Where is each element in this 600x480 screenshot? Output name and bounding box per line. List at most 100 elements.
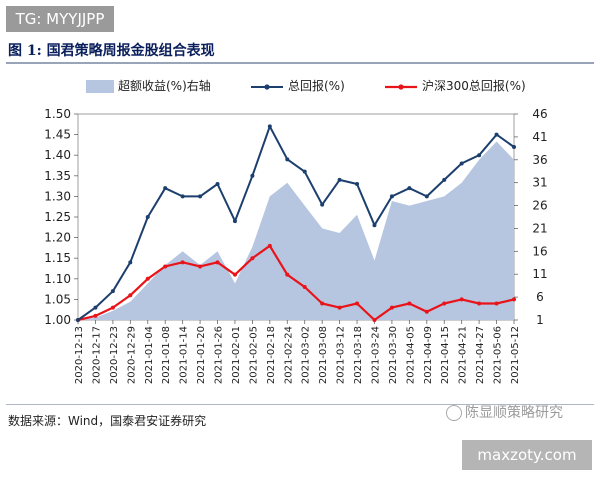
- legend-item-total: 总回报(%): [250, 76, 345, 96]
- series-csi300-point: [285, 272, 290, 277]
- chart-legend: 超额收益(%)右轴 总回报(%) 沪深300总回报(%): [0, 76, 600, 96]
- right-axis-tick-label: 16: [532, 244, 547, 258]
- series-excess-area: [78, 141, 514, 320]
- x-axis-tick-label: 2020-12-23: [109, 326, 120, 384]
- right-axis-tick-label: 41: [532, 130, 547, 144]
- x-axis-tick-label: 2021-03-12: [336, 326, 347, 384]
- legend-item-excess: 超额收益(%)右轴: [86, 76, 211, 96]
- right-axis-tick-label: 31: [532, 176, 547, 190]
- series-total-point: [494, 132, 499, 137]
- series-csi300-point: [494, 301, 499, 306]
- series-csi300-point: [512, 297, 516, 302]
- x-axis-tick-label: 2020-12-29: [126, 326, 137, 384]
- title-divider: [6, 62, 594, 64]
- series-csi300-point: [372, 318, 377, 322]
- x-axis-tick-label: 2021-03-24: [370, 326, 381, 384]
- series-csi300-point: [477, 301, 482, 306]
- legend-label-excess: 超额收益(%)右轴: [118, 79, 211, 93]
- series-total-point: [76, 318, 80, 322]
- x-axis-tick-label: 2021-04-27: [475, 326, 486, 384]
- series-csi300-point: [250, 256, 255, 261]
- series-total-point: [459, 161, 464, 166]
- x-axis-tick-label: 2020-12-17: [91, 326, 102, 384]
- right-axis-tick-label: 1: [536, 313, 544, 327]
- right-axis-tick-label: 6: [536, 290, 544, 304]
- series-total-point: [285, 157, 290, 162]
- series-total-point: [372, 223, 377, 228]
- series-total-point: [215, 182, 220, 187]
- x-axis-tick-label: 2021-02-05: [248, 326, 259, 384]
- x-axis-tick-label: 2021-03-02: [301, 326, 312, 384]
- series-csi300-point: [198, 264, 203, 269]
- series-csi300-point: [128, 293, 133, 298]
- x-axis-tick-label: 2021-03-18: [353, 326, 364, 384]
- x-axis-tick-label: 2021-05-06: [493, 326, 504, 384]
- series-csi300-point: [442, 301, 447, 306]
- series-total-point: [267, 124, 272, 129]
- figure-title: 图 1: 国君策略周报金股组合表现: [8, 43, 215, 59]
- series-total-line: [77, 125, 515, 321]
- legend-swatch-excess: [86, 80, 114, 93]
- series-csi300-point: [180, 260, 185, 265]
- x-axis-tick-label: 2021-01-20: [196, 326, 207, 384]
- legend-swatch-csi300: [385, 83, 417, 90]
- series-total-point: [93, 305, 98, 310]
- series-csi300-point: [145, 276, 150, 281]
- series-total-point: [163, 186, 168, 191]
- series-csi300-point: [355, 301, 360, 306]
- right-axis-tick-label: 11: [532, 267, 547, 281]
- legend-label-total: 总回报(%): [288, 79, 345, 93]
- right-axis-tick-label: 21: [532, 221, 547, 235]
- left-axis-tick-label: 1.10: [44, 272, 71, 286]
- site-watermark: maxzoty.com: [462, 440, 592, 470]
- x-axis-tick-label: 2021-04-15: [440, 326, 451, 384]
- series-total-point: [145, 215, 150, 219]
- x-axis-tick-label: 2021-04-09: [423, 326, 434, 384]
- x-axis-tick-label: 2021-02-24: [283, 326, 294, 384]
- series-total-point: [198, 194, 203, 199]
- series-total-point: [424, 194, 429, 199]
- source-note: 数据来源：Wind，国泰君安证券研究: [8, 414, 207, 428]
- legend-swatch-total: [251, 83, 283, 90]
- right-axis-tick-label: 26: [532, 199, 547, 213]
- series-total-point: [337, 177, 342, 182]
- x-axis-tick-label: 2021-02-01: [231, 326, 242, 384]
- left-axis-tick-label: 1.15: [44, 251, 71, 265]
- series-csi300-point: [93, 313, 98, 318]
- series-csi300-point: [337, 305, 342, 310]
- left-axis-tick-label: 1.40: [44, 148, 71, 162]
- series-csi300-point: [407, 301, 412, 306]
- wechat-watermark: 陈显顺策略研究: [446, 402, 563, 422]
- x-axis-tick-label: 2021-01-26: [214, 326, 225, 384]
- x-axis-tick-label: 2021-01-14: [179, 326, 190, 384]
- series-total-point: [477, 153, 482, 158]
- right-axis-tick-label: 46: [532, 107, 547, 121]
- series-total-point: [232, 219, 237, 224]
- x-axis-tick-label: 2021-03-30: [388, 326, 399, 384]
- left-axis-tick-label: 1.30: [44, 189, 71, 203]
- right-axis-tick-label: 36: [532, 153, 547, 167]
- series-total-point: [442, 177, 447, 182]
- series-csi300-line: [77, 244, 515, 322]
- series-total-point: [355, 182, 360, 187]
- series-total-point: [320, 202, 325, 207]
- legend-item-csi300: 沪深300总回报(%): [384, 76, 526, 96]
- left-axis-tick-label: 1.45: [44, 128, 71, 142]
- x-axis-tick-label: 2021-02-18: [266, 326, 277, 384]
- series-total-point: [250, 173, 255, 178]
- wechat-icon: [446, 405, 462, 421]
- x-axis-tick-label: 2021-05-12: [510, 326, 521, 384]
- x-axis-tick-label: 2021-01-08: [161, 326, 172, 384]
- series-total-point: [110, 289, 115, 294]
- footer-divider: [6, 404, 594, 405]
- series-csi300-point: [110, 305, 115, 310]
- x-axis-tick-label: 2021-03-08: [318, 326, 329, 384]
- left-axis-tick-label: 1.25: [44, 210, 71, 224]
- left-axis-tick-label: 1.05: [44, 292, 71, 306]
- series-total-point: [128, 260, 133, 265]
- left-axis-tick-label: 1.00: [44, 313, 71, 327]
- series-csi300-point: [424, 309, 429, 314]
- chart-canvas: 1.00 1.05 1.10 1.15 1.20 1.25 1.30 1.35 1.40 1.45…: [44, 107, 547, 384]
- series-csi300-point: [389, 305, 394, 310]
- series-total-point: [512, 144, 516, 149]
